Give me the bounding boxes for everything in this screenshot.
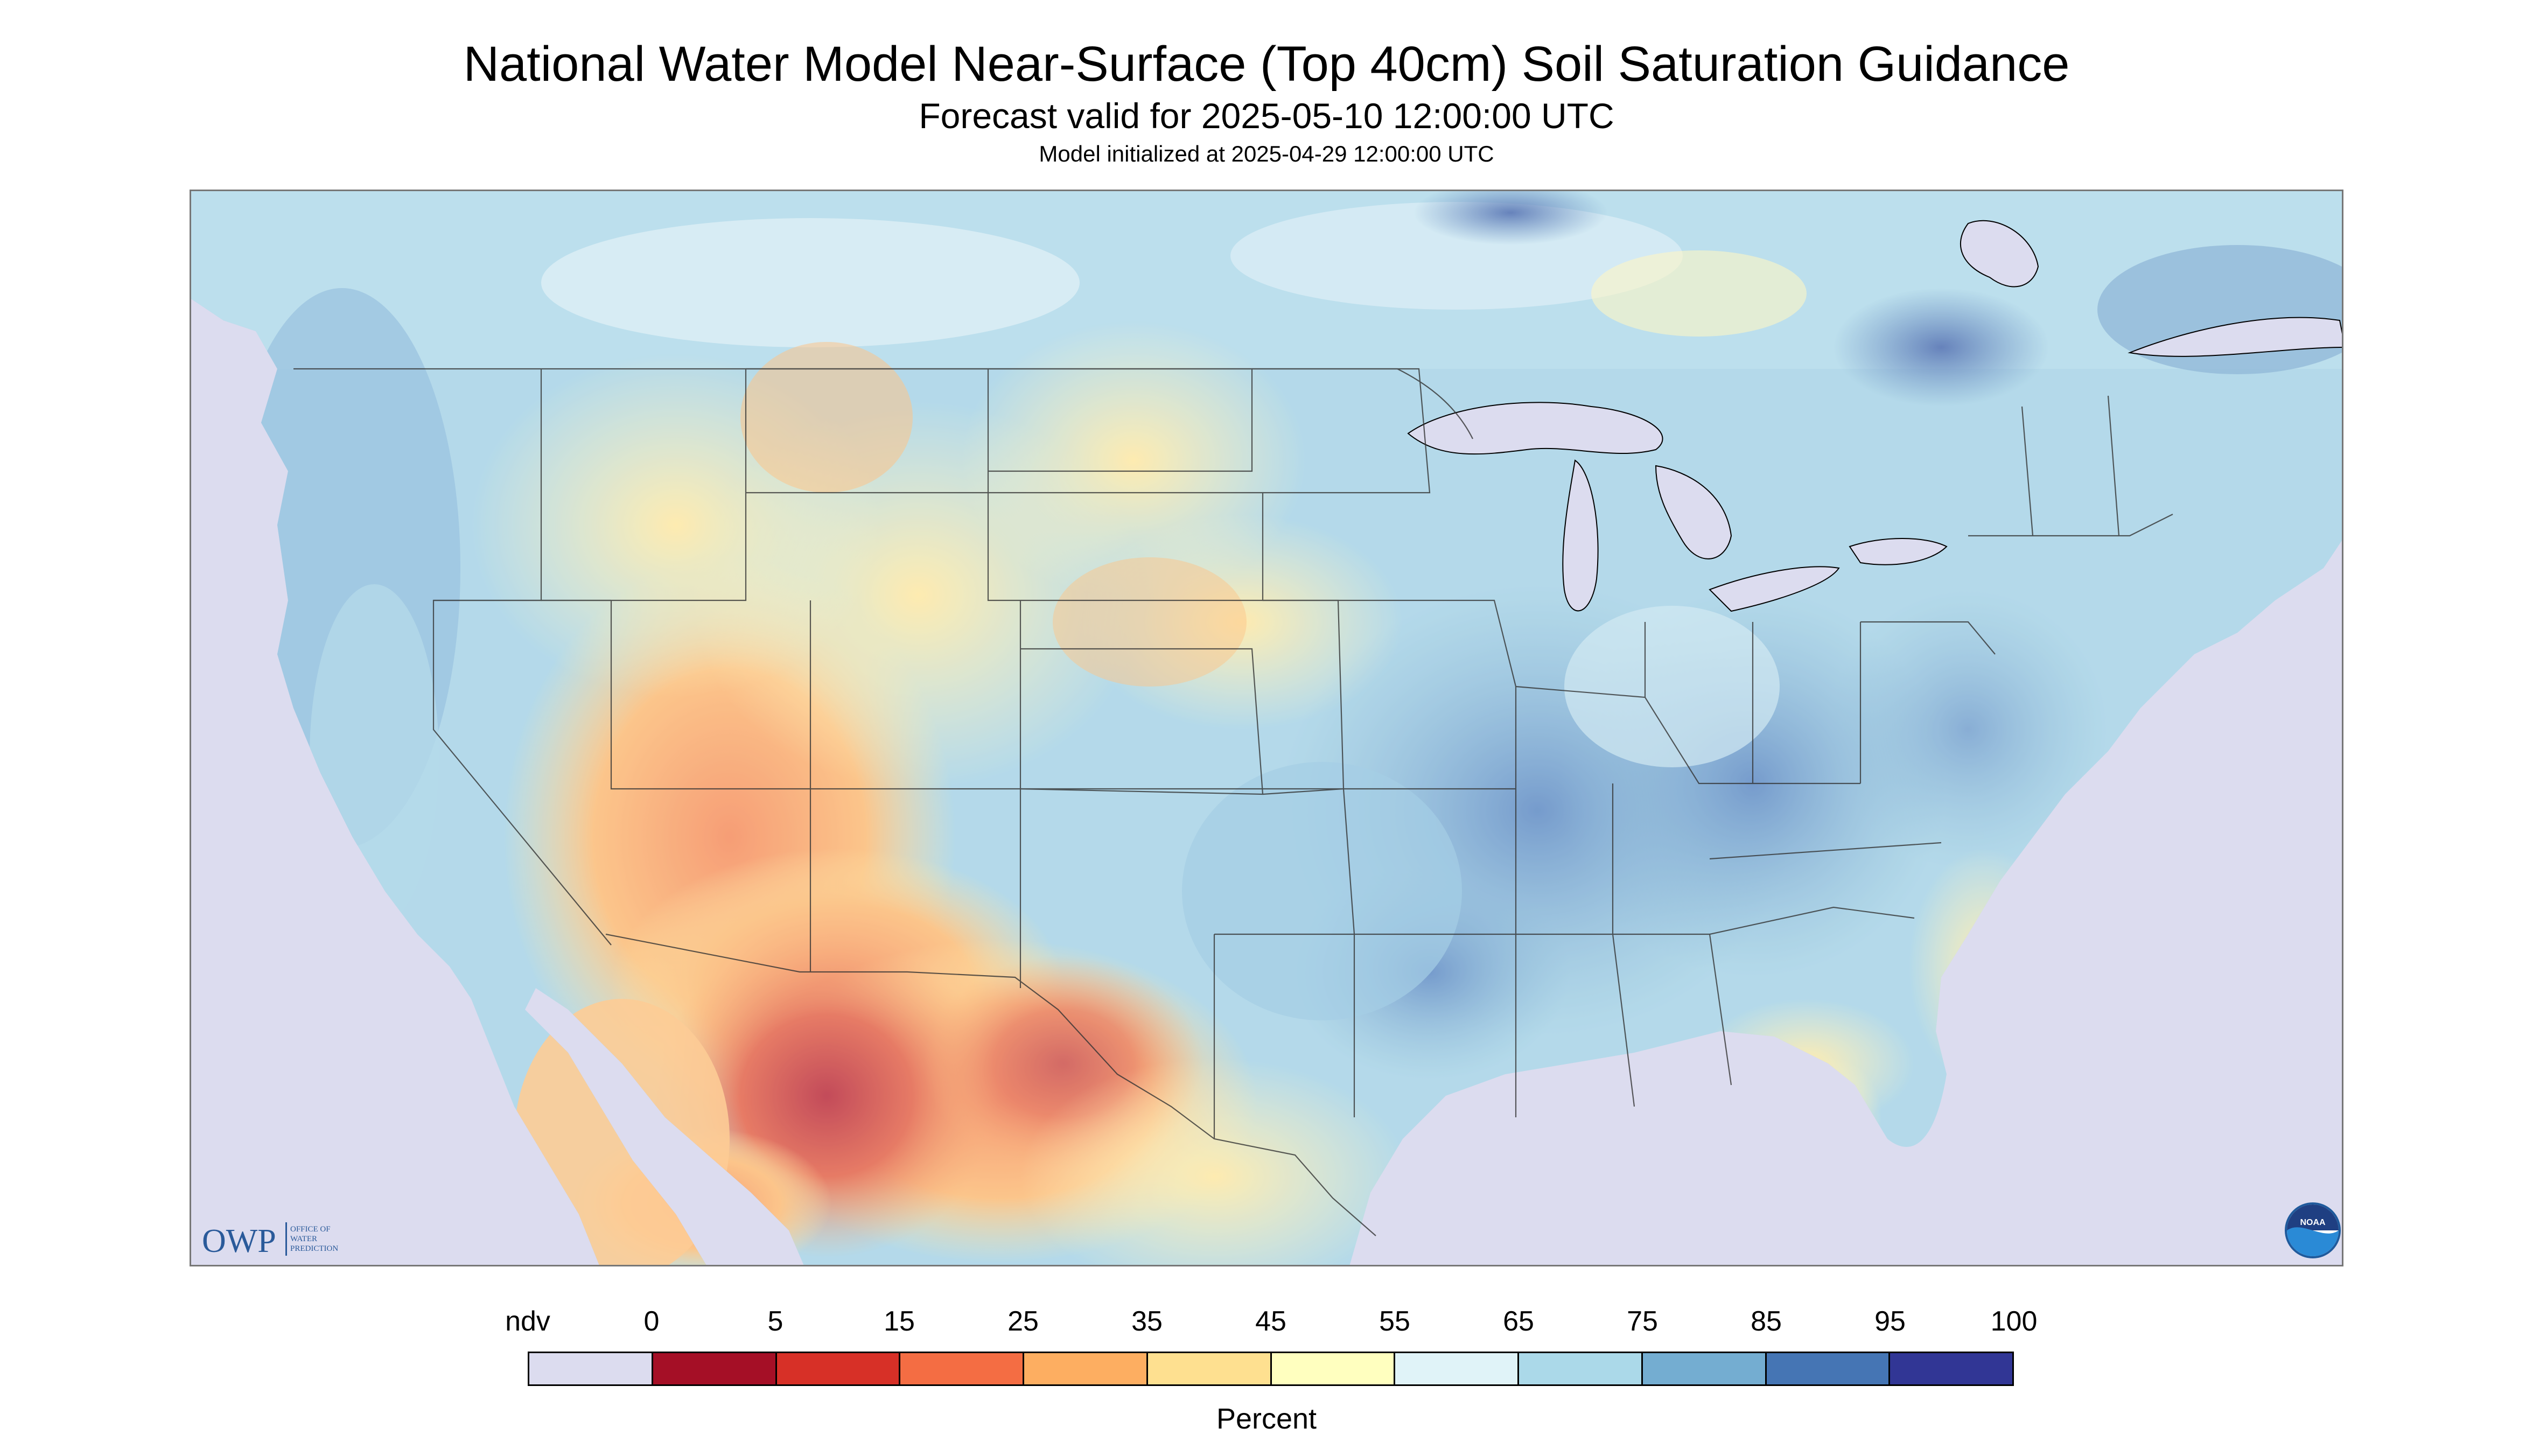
- legend-label-15: 15: [884, 1306, 915, 1337]
- legend-swatch-85-95: [1766, 1353, 1891, 1384]
- land-surface: [191, 191, 2342, 1265]
- lake-michigan: [1562, 459, 1599, 612]
- legend-swatch-95-100: [1890, 1353, 2012, 1384]
- owp-logo: OWP OFFICE OF WATER PREDICTION: [202, 1222, 338, 1259]
- us-canada-border: [293, 368, 1473, 439]
- water-bodies: [1407, 220, 2342, 612]
- legend-label-55: 55: [1379, 1306, 1410, 1337]
- noaa-logo-text: NOAA: [2300, 1218, 2326, 1227]
- lake-superior: [1407, 402, 1663, 455]
- political-boundaries: [293, 368, 2173, 1236]
- forecast-valid-time: Forecast valid for 2025-05-10 12:00:00 U…: [919, 96, 1614, 136]
- soil-saturation-map: OWP OFFICE OF WATER PREDICTION NOAA: [190, 190, 2343, 1266]
- legend-swatch-0-5: [653, 1353, 777, 1384]
- model-init-time: Model initialized at 2025-04-29 12:00:00…: [1039, 141, 1494, 166]
- legend-label-95: 95: [1874, 1306, 1906, 1337]
- ocean: [1349, 1035, 2072, 1265]
- svg-text:OFFICE OF: OFFICE OF: [290, 1225, 331, 1234]
- svg-text:PREDICTION: PREDICTION: [290, 1244, 338, 1253]
- legend-label-ndv: ndv: [505, 1306, 550, 1337]
- james-bay: [1960, 220, 2039, 288]
- svg-text:WATER: WATER: [290, 1235, 317, 1243]
- noaa-logo: NOAA: [2285, 1202, 2341, 1258]
- map-canvas: OWP OFFICE OF WATER PREDICTION NOAA: [191, 191, 2342, 1265]
- legend-swatch-75-85: [1642, 1353, 1767, 1384]
- no-data-region-west: [191, 579, 471, 1265]
- legend-swatch-25-35: [1024, 1353, 1148, 1384]
- legend-swatch-5-15: [776, 1353, 901, 1384]
- legend-label-85: 85: [1751, 1306, 1782, 1337]
- legend-label-75: 75: [1627, 1306, 1658, 1337]
- legend-label-100: 100: [1990, 1306, 2038, 1337]
- legend-swatch-45-55: [1271, 1353, 1396, 1384]
- legend-label-45: 45: [1255, 1306, 1286, 1337]
- lake-huron: [1655, 465, 1732, 559]
- legend-swatch-65-75: [1519, 1353, 1643, 1384]
- legend-swatch-55-65: [1395, 1353, 1519, 1384]
- owp-logo-text: OWP: [202, 1223, 276, 1259]
- no-data-region-east: [2082, 543, 2342, 1265]
- legend-label-35: 35: [1131, 1306, 1163, 1337]
- legend-label-5: 5: [767, 1306, 783, 1337]
- legend-label-0: 0: [643, 1306, 660, 1337]
- legend-labels: ndv 0 5 15 25 35 45 55 65 75 85 95 100: [505, 1305, 2037, 1343]
- st-lawrence: [2128, 317, 2342, 357]
- header: National Water Model Near-Surface (Top 4…: [0, 34, 2533, 170]
- legend-label-25: 25: [1007, 1306, 1039, 1337]
- us-mexico-border: [605, 933, 1376, 1236]
- color-legend: ndv 0 5 15 25 35 45 55 65 75 85 95 100: [505, 1305, 2037, 1413]
- legend-swatch-35-45: [1147, 1353, 1272, 1384]
- legend-swatch-15-25: [900, 1353, 1024, 1384]
- legend-color-bar: [528, 1352, 2014, 1386]
- lake-erie: [1709, 566, 1840, 612]
- lake-ontario: [1849, 538, 1948, 565]
- legend-title: Percent: [1216, 1403, 1317, 1435]
- map-title: National Water Model Near-Surface (Top 4…: [463, 37, 2070, 92]
- legend-swatch-ndv: [529, 1353, 653, 1384]
- legend-label-65: 65: [1503, 1306, 1534, 1337]
